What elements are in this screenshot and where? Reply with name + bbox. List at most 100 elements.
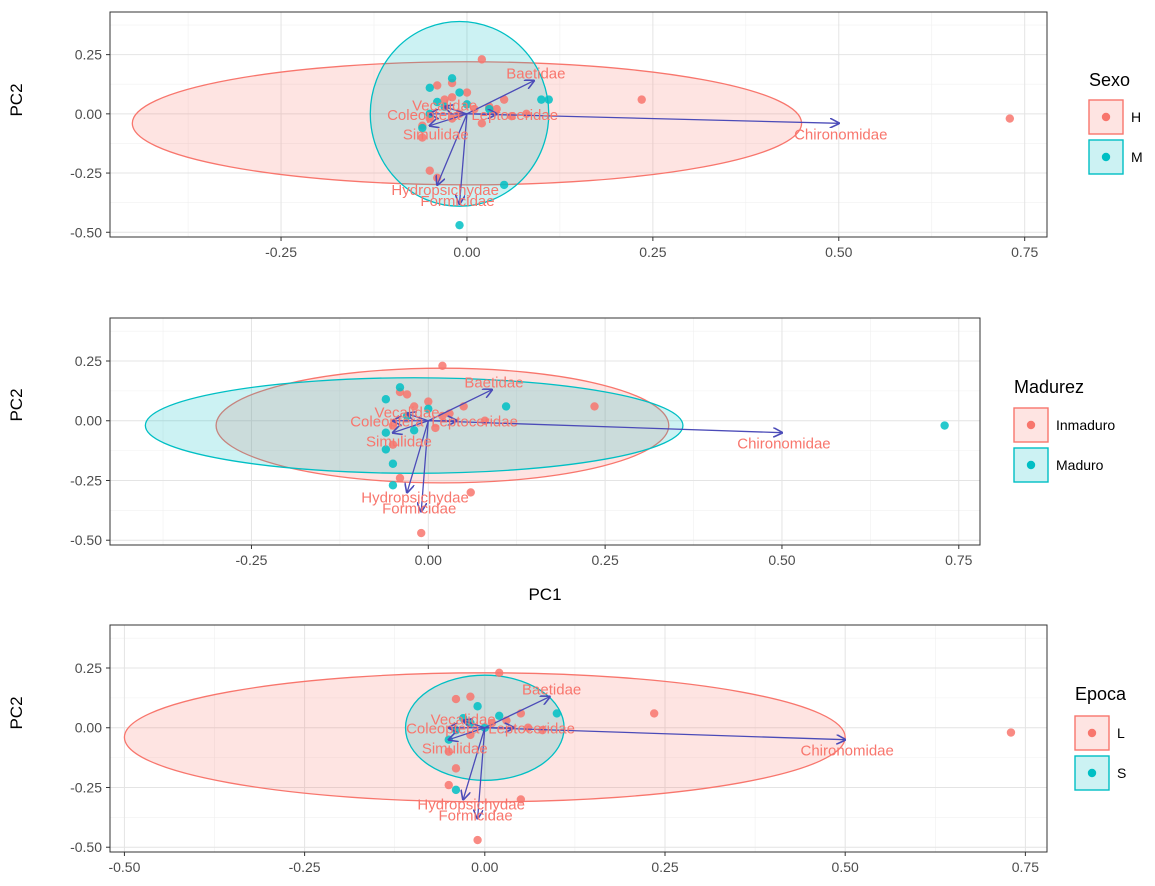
loading-arrow-hydropsichydae	[437, 113, 468, 185]
data-point	[473, 835, 482, 845]
loading-label: Simulidae	[422, 741, 488, 758]
y-tick-label: -0.50	[70, 224, 102, 240]
data-point	[417, 528, 426, 538]
x-tick-label: 0.50	[768, 552, 795, 568]
y-tick-label: -0.25	[70, 472, 102, 488]
data-point	[537, 95, 546, 104]
data-point	[473, 702, 482, 711]
loading-arrow-chironomidae	[428, 420, 782, 433]
x-tick-label: 0.25	[591, 552, 618, 568]
y-tick-label: 0.00	[75, 413, 102, 429]
data-point	[940, 421, 949, 430]
legend: Epoca L S	[1074, 684, 1127, 791]
y-tick-label: 0.25	[75, 353, 102, 369]
data-point	[466, 692, 475, 701]
loading-arrow-chironomidae	[466, 113, 839, 123]
legend-label: S	[1117, 765, 1126, 781]
loading-label: Baetidae	[464, 375, 523, 392]
x-tick-label: 0.00	[471, 859, 498, 875]
data-point	[381, 395, 391, 404]
data-point	[418, 133, 427, 142]
panel-border	[109, 624, 1048, 853]
loading-label: Leptoceridae	[488, 721, 575, 738]
loading-labels: Chironomidae Baetidae HydropsichydaeFormic…	[350, 375, 830, 518]
data-point	[462, 100, 472, 109]
loading-arrow-formicidae	[421, 420, 429, 512]
loading-arrow-baetidae	[428, 390, 492, 422]
data-point	[447, 93, 457, 102]
data-point	[1006, 728, 1016, 737]
data-point	[507, 112, 516, 121]
data-point	[455, 220, 464, 230]
loading-label: Coleoptera	[350, 414, 424, 431]
data-point	[444, 780, 453, 790]
loading-labels: Chironomidae Baetidae HydropsichydaeFormic…	[387, 66, 887, 210]
data-point	[418, 123, 427, 133]
loading-label: Formicidae	[420, 193, 494, 210]
x-tick-label: 0.75	[1011, 244, 1038, 260]
chart-panel-1: Chironomidae Baetidae HydropsichydaeFormic…	[7, 11, 1143, 260]
x-tick-label: 0.25	[639, 244, 666, 260]
loading-label: Baetidae	[506, 66, 565, 83]
loading-label: Chironomidae	[794, 126, 887, 143]
x-tick-label: -0.25	[289, 859, 321, 875]
loading-labels: Chironomidae Baetidae HydropsichydaeFormic…	[406, 682, 894, 825]
gridlines	[110, 12, 1047, 237]
loading-arrow-formicidae	[478, 727, 486, 819]
data-point	[425, 166, 434, 175]
y-tick-label: -0.25	[70, 779, 102, 795]
x-tick-label: -0.25	[236, 552, 268, 568]
data-point	[637, 95, 646, 104]
legend-label: Inmaduro	[1056, 417, 1115, 433]
data-point	[499, 95, 509, 104]
loading-arrow-vecalidae	[407, 414, 429, 422]
data-point	[455, 88, 464, 97]
data-point	[552, 709, 562, 718]
legend-title: Madurez	[1014, 377, 1084, 397]
gridlines	[110, 625, 1047, 852]
axis-ticks: -0.25 0.00 0.25 0.50 0.75 0.25 0.00 -0.25 -0.50	[70, 47, 1038, 260]
data-point	[424, 404, 433, 413]
data-point	[395, 473, 405, 483]
plot-background	[110, 12, 1047, 237]
data-point	[388, 481, 398, 490]
data-point	[451, 764, 461, 773]
loading-label: Hydropsichydae	[391, 182, 499, 199]
data-point	[477, 55, 487, 64]
x-tick-label: 0.75	[945, 552, 972, 568]
loading-arrow-formicidae	[460, 113, 468, 204]
y-tick-label: -0.25	[70, 165, 102, 181]
loading-arrow-simulidae	[449, 727, 486, 740]
y-tick-label: -0.50	[70, 839, 102, 855]
loading-label: Chironomidae	[800, 743, 893, 760]
data-point	[451, 785, 461, 795]
chart-panel-3: Chironomidae Baetidae HydropsichydaeFormic…	[7, 624, 1127, 875]
loading-label: Hydropsichydae	[361, 489, 469, 506]
legend-label: L	[1117, 725, 1125, 741]
loading-arrow-vecalidae	[463, 721, 486, 729]
data-point	[381, 445, 391, 454]
gridlines	[110, 318, 980, 545]
loading-arrows	[449, 697, 845, 819]
series-inmaduro-points	[388, 361, 599, 538]
data-point	[409, 402, 419, 411]
data-point	[425, 83, 434, 92]
loading-arrow-hydropsichydae	[463, 727, 486, 800]
x-tick-label: -0.25	[265, 244, 297, 260]
loading-arrow-hydropsichydae	[407, 420, 429, 493]
data-point	[402, 390, 412, 399]
data-point	[388, 440, 398, 449]
y-tick-label: -0.50	[70, 532, 102, 548]
y-axis-title: PC2	[7, 696, 26, 729]
legend-label: Maduro	[1056, 457, 1104, 473]
x-tick-label: 0.00	[453, 244, 480, 260]
data-point	[388, 459, 398, 468]
loading-label: Simulidae	[366, 434, 432, 451]
legend-key-point	[1087, 768, 1097, 778]
data-point	[444, 747, 453, 756]
x-tick-label: 0.25	[651, 859, 678, 875]
loading-label: Vecalidae	[431, 712, 496, 729]
panel-border	[109, 11, 1048, 238]
loading-label: Baetidae	[522, 682, 581, 699]
